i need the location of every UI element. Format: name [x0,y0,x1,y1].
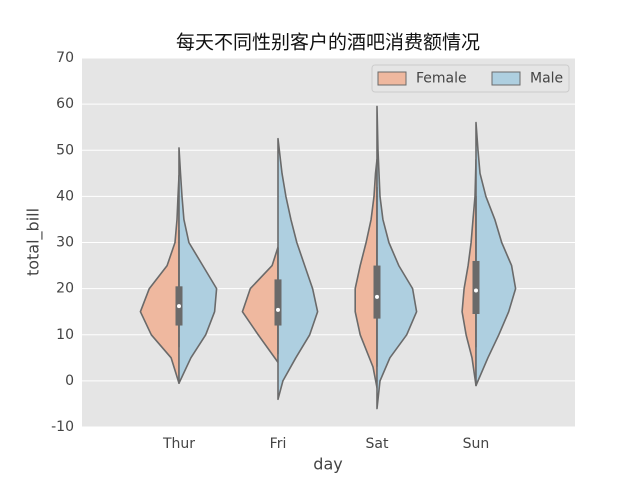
y-tick-label: 30 [56,235,74,251]
median [375,294,379,299]
y-tick-label: 60 [56,96,74,112]
violin-half [475,121,517,387]
violin-half [376,105,418,410]
y-tick-label: -10 [51,419,74,435]
legend-label: Female [416,71,467,87]
legend-swatch [377,71,407,86]
median [177,304,181,309]
median [276,307,280,312]
violin-half [277,137,319,401]
y-tick-label: 20 [56,281,74,297]
violin-half [178,147,218,384]
chart-title: 每天不同性别客户的酒吧消费额情况 [176,32,480,54]
legend-label: Male [530,71,563,87]
y-tick-label: 40 [56,188,74,204]
x-axis-label: day [313,455,342,474]
violin-half [354,158,378,389]
y-tick-label: 0 [65,373,74,389]
median [474,288,478,293]
x-tick-label: Fri [270,436,287,452]
legend-swatch [491,71,521,86]
box [274,279,282,326]
x-tick-label: Sun [463,436,490,452]
marks [139,105,517,410]
box [472,260,480,314]
box [373,265,381,319]
x-tick-label: Thur [162,436,195,452]
y-tick-label: 10 [56,327,74,343]
y-tick-label: 70 [56,50,74,66]
legend: Female Male [371,64,570,93]
y-tick-label: 50 [56,142,74,158]
x-tick-label: Sat [366,436,389,452]
y-axis-label: total_bill [24,208,44,276]
